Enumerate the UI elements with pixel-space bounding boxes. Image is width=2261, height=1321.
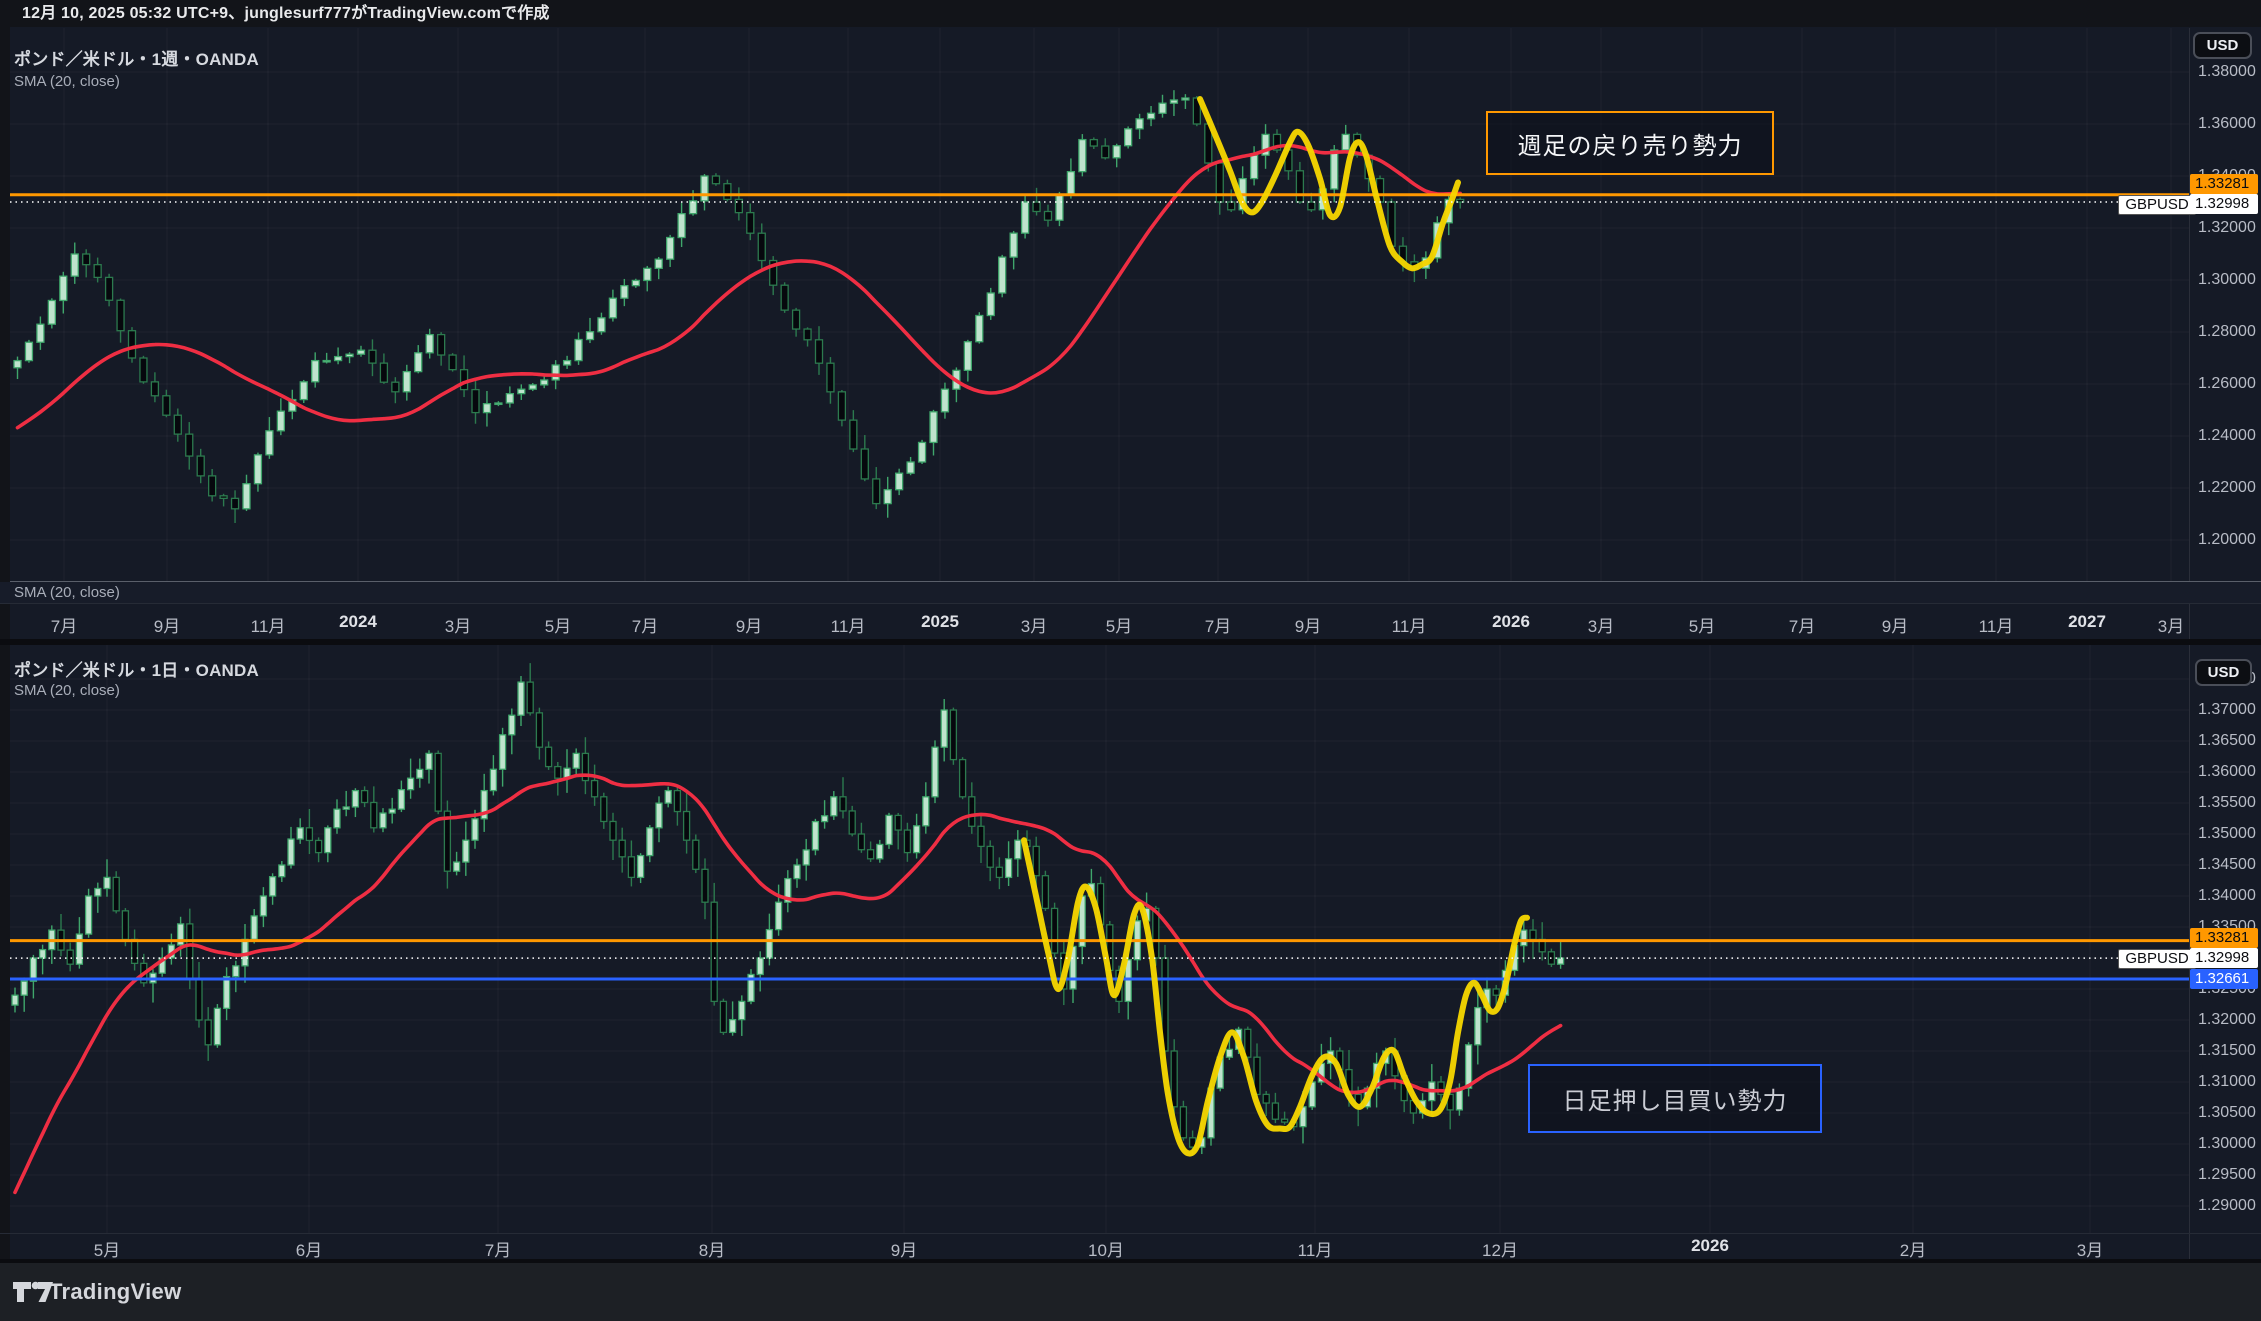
sma-line[interactable] [13, 773, 1563, 1195]
time-axis-label: 3月 [1587, 617, 1615, 636]
price-axis-label: 1.30000 [2198, 1135, 2256, 1152]
time-axis-label: 5月 [1105, 617, 1133, 636]
daily-pane[interactable] [10, 645, 2189, 1233]
price-axis-label: 1.26000 [2198, 375, 2256, 392]
price-axis-label: 1.29000 [2198, 1197, 2256, 1214]
time-axis-label: 2024 [339, 612, 377, 631]
weekly-currency-button[interactable]: USD [2193, 32, 2252, 59]
time-axis-label: 6月 [295, 1241, 323, 1260]
price-axis-label: 1.37000 [2198, 701, 2256, 718]
time-axis-label: 3月 [1020, 617, 1048, 636]
daily-sma-legend[interactable]: SMA (20, close) [14, 682, 120, 699]
price-axis-label: 1.38000 [2198, 63, 2256, 80]
daily-annotation-text: 日足押し目買い勢力 [1562, 1088, 1788, 1115]
sma-subpane-legend[interactable]: SMA (20, close) [14, 584, 120, 601]
time-axis-border-2 [0, 1233, 2261, 1234]
time-axis-border [0, 603, 2261, 604]
sma-line[interactable] [15, 143, 1462, 430]
hand-drawn-squiggle[interactable] [1197, 96, 1461, 272]
footer-bar: TradingView [0, 1263, 2261, 1321]
price-axis-label: 1.30500 [2198, 1104, 2256, 1121]
time-axis-label: 11月 [1391, 617, 1427, 636]
time-axis-label: 7月 [1204, 617, 1232, 636]
time-axis-label: 11月 [1978, 617, 2014, 636]
time-axis-label: 7月 [1788, 617, 1816, 636]
daily-annotation-box[interactable]: 日足押し目買い勢力 [1528, 1064, 1822, 1133]
price-axis-label: 1.36000 [2198, 763, 2256, 780]
time-axis-label: 11月 [1297, 1241, 1333, 1260]
time-axis-label: 7月 [50, 617, 78, 636]
export-header-text: 12月 10, 2025 05:32 UTC+9、junglesurf777がT… [22, 5, 550, 22]
price-axis-label: 1.29500 [2198, 1166, 2256, 1183]
weekly-chart-title[interactable]: ポンド／米ドル・1週・OANDA [14, 50, 259, 69]
price-axis-label: 1.24000 [2198, 427, 2256, 444]
weekly-level-price-tag: 1.33281 [2190, 174, 2258, 194]
daily-level-price-tag: 1.33281 [2190, 928, 2258, 948]
export-header: 12月 10, 2025 05:32 UTC+9、junglesurf777がT… [0, 0, 2261, 27]
price-axis-label: 1.35500 [2198, 794, 2256, 811]
time-axis-label: 9月 [1294, 617, 1322, 636]
weekly-last-price-tag: 1.32998 [2190, 194, 2258, 214]
pane-divider[interactable] [10, 581, 2261, 582]
daily-last-price-tag: 1.32998 [2190, 948, 2258, 968]
weekly-symbol-tag: GBPUSD [2118, 195, 2196, 215]
time-axis-label: 2026 [1691, 1236, 1729, 1255]
time-axis-label: 7月 [631, 617, 659, 636]
footer-gap [0, 1259, 2261, 1263]
daily-symbol-tag: GBPUSD [2118, 949, 2196, 969]
price-axis-label: 1.34000 [2198, 887, 2256, 904]
weekly-annotation-box[interactable]: 週足の戻り売り勢力 [1486, 111, 1774, 175]
weekly-annotation-text: 週足の戻り売り勢力 [1517, 132, 1743, 160]
weekly-pane[interactable] [10, 28, 2189, 581]
time-axis-label: 9月 [1881, 617, 1909, 636]
tradingview-logo-icon[interactable] [12, 1278, 54, 1306]
daily-blue-level-tag: 1.32661 [2190, 969, 2258, 989]
weekly-candles[interactable] [13, 90, 1465, 524]
daily-time-axis[interactable]: 5月 6月 7月 8月 9月 10月 11月 12月 2026 2月 3月 [0, 1234, 2261, 1260]
time-axis-label: 12月 [1482, 1241, 1518, 1260]
price-axis-label: 1.36500 [2198, 732, 2256, 749]
daily-candles[interactable] [11, 663, 1565, 1157]
tradingview-wordmark[interactable]: TradingView [49, 1279, 182, 1304]
sma-subpane: SMA (20, close) [0, 582, 2261, 603]
price-axis-label: 1.31500 [2198, 1042, 2256, 1059]
time-axis-label: 10月 [1088, 1241, 1124, 1260]
price-axis-label: 1.28000 [2198, 323, 2256, 340]
daily-chart-title[interactable]: ポンド／米ドル・1日・OANDA [14, 661, 259, 680]
weekly-sma-legend[interactable]: SMA (20, close) [14, 73, 120, 90]
time-axis-label: 9月 [153, 617, 181, 636]
time-axis-label: 8月 [698, 1241, 726, 1260]
time-axis-label: 2027 [2068, 612, 2106, 631]
time-axis-label: 7月 [484, 1241, 512, 1260]
time-axis-label: 2月 [1899, 1241, 1927, 1260]
price-axis-label: 1.31000 [2198, 1073, 2256, 1090]
price-axis-label: 1.32000 [2198, 1011, 2256, 1028]
time-axis-label: 3月 [2076, 1241, 2104, 1260]
time-axis-label: 11月 [830, 617, 866, 636]
price-axis-label: 1.32000 [2198, 219, 2256, 236]
time-axis-label: 5月 [544, 617, 572, 636]
time-axis-label: 2026 [1492, 612, 1530, 631]
time-axis-label: 5月 [1688, 617, 1716, 636]
time-axis-label: 9月 [890, 1241, 918, 1260]
time-axis-label: 9月 [735, 617, 763, 636]
weekly-time-axis[interactable]: 7月 9月 11月 2024 3月 5月 7月 9月 11月 2025 3月 5月 7月 9月 11月 202… [0, 603, 2261, 639]
time-axis-label: 3月 [2157, 617, 2185, 636]
price-axis-label: 1.36000 [2198, 115, 2256, 132]
hand-drawn-squiggle[interactable] [1021, 837, 1530, 1157]
price-axis-label: 1.34500 [2198, 856, 2256, 873]
daily-currency-button[interactable]: USD [2195, 659, 2252, 686]
price-axis-label: 1.35000 [2198, 825, 2256, 842]
price-axis-label: 1.30000 [2198, 271, 2256, 288]
price-axis-label: 1.22000 [2198, 479, 2256, 496]
time-axis-label: 11月 [250, 617, 286, 636]
price-axis-label: 1.20000 [2198, 531, 2256, 548]
time-axis-label: 5月 [93, 1241, 121, 1260]
time-axis-label: 3月 [444, 617, 472, 636]
time-axis-label: 2025 [921, 612, 959, 631]
pane-gap [0, 639, 2261, 645]
